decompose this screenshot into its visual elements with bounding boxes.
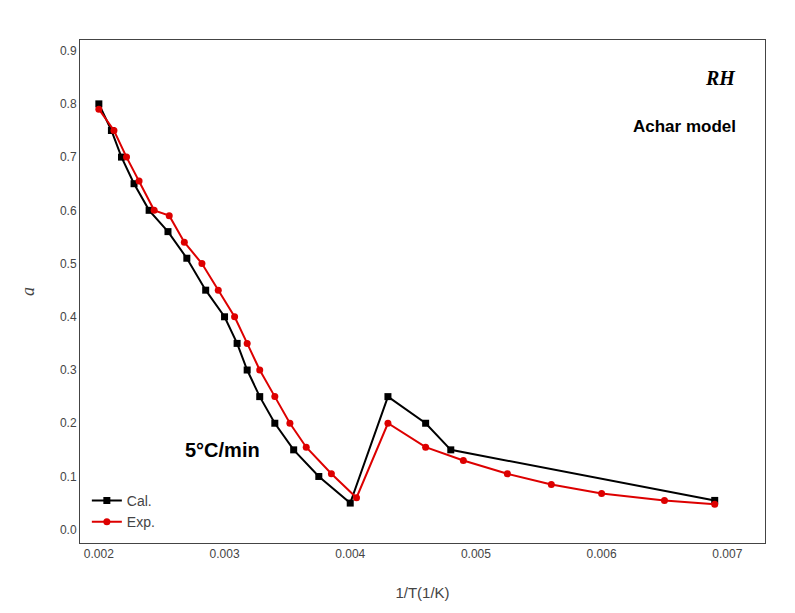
svg-text:1/T(1/K): 1/T(1/K)	[395, 584, 449, 601]
svg-text:a: a	[18, 287, 38, 296]
svg-text:Cal.: Cal.	[127, 493, 152, 509]
svg-text:0.1: 0.1	[60, 470, 77, 484]
svg-text:5°C/min: 5°C/min	[185, 439, 260, 461]
svg-text:0.8: 0.8	[60, 97, 77, 111]
svg-text:0.002: 0.002	[84, 547, 114, 561]
svg-text:0.9: 0.9	[60, 44, 77, 58]
svg-text:0.007: 0.007	[712, 547, 742, 561]
svg-text:0.3: 0.3	[60, 363, 77, 377]
svg-text:RH: RH	[705, 67, 736, 89]
svg-text:Exp.: Exp.	[127, 514, 155, 530]
svg-text:0.005: 0.005	[461, 547, 491, 561]
svg-text:0.004: 0.004	[335, 547, 365, 561]
svg-text:0.006: 0.006	[587, 547, 617, 561]
svg-text:0.4: 0.4	[60, 310, 77, 324]
svg-text:0.0: 0.0	[60, 523, 77, 537]
svg-text:Achar model: Achar model	[633, 117, 736, 136]
svg-text:0.6: 0.6	[60, 204, 77, 218]
svg-text:0.5: 0.5	[60, 257, 77, 271]
svg-text:0.2: 0.2	[60, 416, 77, 430]
svg-text:0.003: 0.003	[210, 547, 240, 561]
svg-text:0.7: 0.7	[60, 150, 77, 164]
